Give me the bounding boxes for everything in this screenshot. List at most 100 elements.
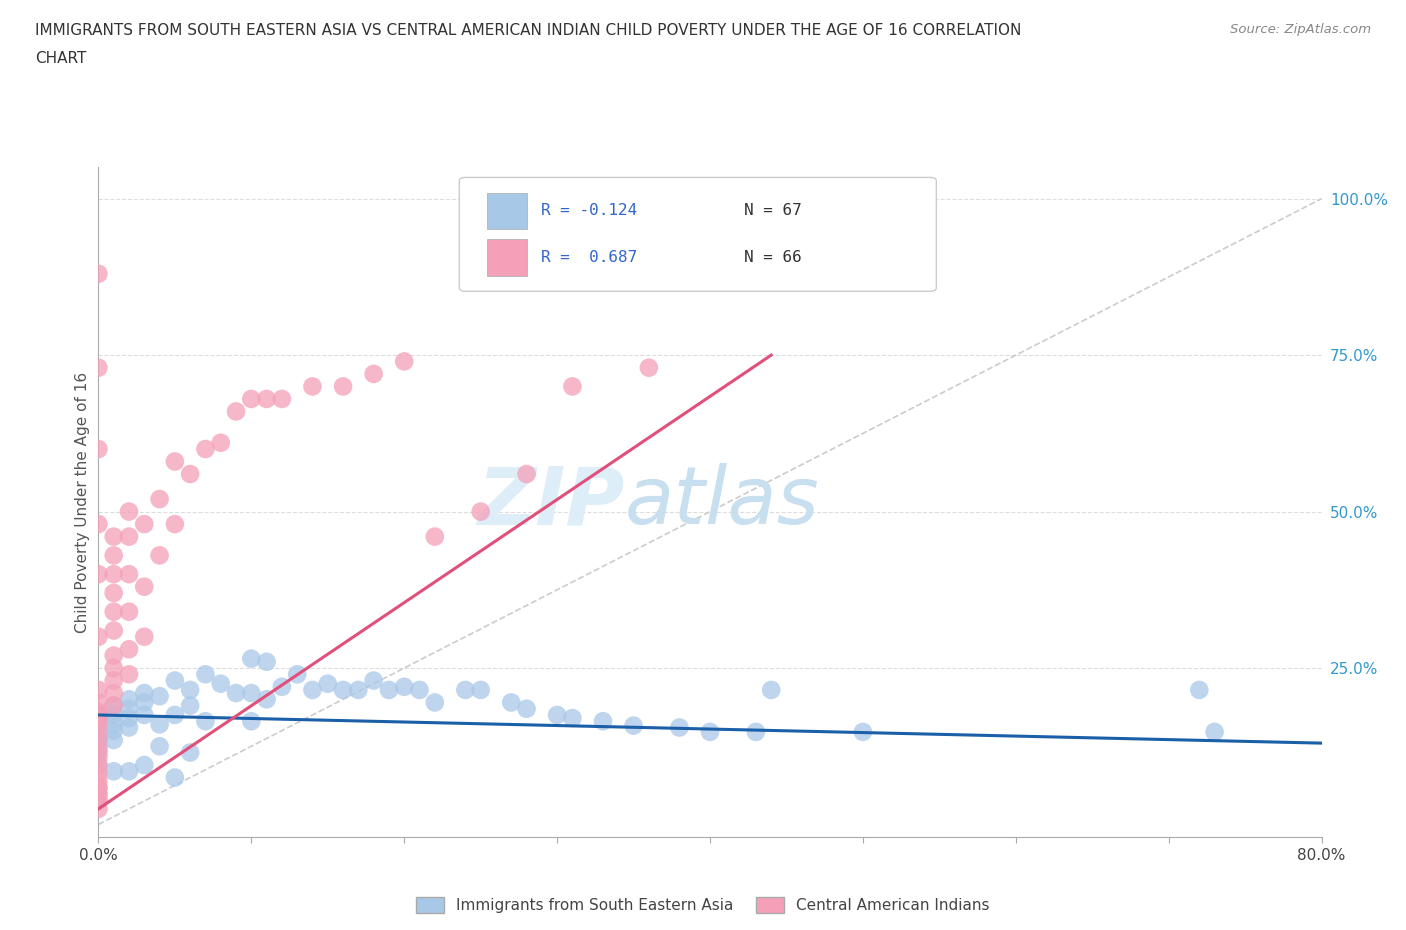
Point <box>378 683 401 698</box>
Point <box>118 711 141 725</box>
Point <box>87 726 110 741</box>
Point <box>87 733 110 748</box>
Point <box>285 667 308 682</box>
Point <box>134 708 156 723</box>
Point <box>194 667 217 682</box>
Point <box>546 708 568 723</box>
Text: IMMIGRANTS FROM SOUTH EASTERN ASIA VS CENTRAL AMERICAN INDIAN CHILD POVERTY UNDE: IMMIGRANTS FROM SOUTH EASTERN ASIA VS CE… <box>35 23 1022 38</box>
Point <box>347 683 370 698</box>
Point <box>87 733 110 748</box>
Point <box>87 779 110 794</box>
Point <box>194 714 217 729</box>
Point <box>256 392 278 406</box>
Point <box>87 787 110 802</box>
Point <box>87 695 110 710</box>
Point <box>103 648 125 663</box>
Point <box>363 673 385 688</box>
Point <box>87 787 110 802</box>
Text: Source: ZipAtlas.com: Source: ZipAtlas.com <box>1230 23 1371 36</box>
Point <box>163 708 186 723</box>
Point <box>179 698 201 713</box>
Point <box>240 714 263 729</box>
Point <box>240 392 263 406</box>
Point <box>103 566 125 581</box>
Point <box>179 467 201 482</box>
Point <box>103 698 125 713</box>
Text: N = 67: N = 67 <box>744 204 801 219</box>
Point <box>118 604 141 619</box>
Point <box>759 683 782 698</box>
Point <box>118 701 141 716</box>
Point <box>118 667 141 682</box>
Point <box>87 717 110 732</box>
Point <box>118 764 141 778</box>
Point <box>423 529 446 544</box>
Point <box>561 711 583 725</box>
Point <box>149 689 172 704</box>
Point <box>256 692 278 707</box>
Point <box>423 695 446 710</box>
Point <box>134 695 156 710</box>
FancyBboxPatch shape <box>488 239 526 276</box>
Point <box>87 360 110 375</box>
Point <box>87 802 110 817</box>
Y-axis label: Child Poverty Under the Age of 16: Child Poverty Under the Age of 16 <box>75 372 90 632</box>
Point <box>149 548 172 563</box>
Point <box>149 717 172 732</box>
Point <box>623 718 645 733</box>
Point <box>163 770 186 785</box>
Point <box>87 742 110 757</box>
Point <box>87 566 110 581</box>
Point <box>392 354 416 369</box>
Point <box>392 680 416 695</box>
Point <box>87 714 110 729</box>
Point <box>179 683 201 698</box>
Point <box>103 660 125 675</box>
Point <box>1204 724 1226 739</box>
Point <box>240 651 263 666</box>
Point <box>470 683 492 698</box>
Point <box>256 655 278 670</box>
Point <box>668 720 690 735</box>
Point <box>87 750 110 764</box>
Point <box>316 676 339 691</box>
Point <box>87 517 110 532</box>
Point <box>118 566 141 581</box>
Point <box>163 454 186 469</box>
Point <box>501 695 523 710</box>
Point <box>87 793 110 808</box>
Point <box>332 683 354 698</box>
Point <box>87 724 110 738</box>
FancyBboxPatch shape <box>460 178 936 291</box>
Point <box>87 704 110 719</box>
Text: R =  0.687: R = 0.687 <box>541 250 637 265</box>
Text: CHART: CHART <box>35 51 87 66</box>
Point <box>240 685 263 700</box>
Point <box>363 366 385 381</box>
Point <box>225 404 247 418</box>
Point <box>87 793 110 808</box>
Point <box>87 442 110 457</box>
Point <box>103 685 125 700</box>
Point <box>179 745 201 760</box>
Point <box>87 758 110 773</box>
Point <box>87 758 110 773</box>
Point <box>134 758 156 773</box>
Point <box>103 586 125 601</box>
Point <box>149 738 172 753</box>
Point <box>118 720 141 735</box>
Point <box>87 745 110 760</box>
Point <box>149 492 172 507</box>
Point <box>852 724 875 739</box>
Point <box>561 379 583 394</box>
Text: atlas: atlas <box>624 463 820 541</box>
Point <box>103 717 125 732</box>
Point <box>209 435 232 450</box>
Legend: Immigrants from South Eastern Asia, Central American Indians: Immigrants from South Eastern Asia, Cent… <box>416 897 990 913</box>
Point <box>118 642 141 657</box>
Point <box>87 773 110 788</box>
Point <box>408 683 430 698</box>
Point <box>103 698 125 713</box>
Point <box>118 504 141 519</box>
Point <box>87 708 110 723</box>
